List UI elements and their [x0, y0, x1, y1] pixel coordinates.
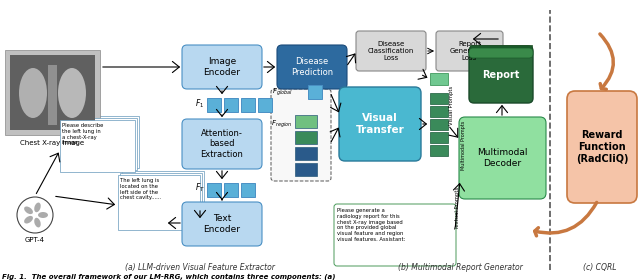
Ellipse shape [34, 218, 41, 227]
Text: (b) Multimodal Report Generator: (b) Multimodal Report Generator [397, 263, 522, 272]
Bar [10, 55, 95, 130]
Bar [295, 147, 317, 160]
Text: Chest X-ray Image: Chest X-ray Image [20, 140, 84, 146]
FancyBboxPatch shape [469, 46, 533, 103]
Bar [430, 145, 448, 156]
Ellipse shape [24, 216, 33, 223]
FancyBboxPatch shape [334, 204, 456, 266]
Text: Report: Report [483, 69, 520, 80]
Ellipse shape [58, 68, 86, 118]
Bar [224, 183, 238, 197]
Bar [5, 50, 100, 135]
FancyBboxPatch shape [182, 119, 262, 169]
FancyBboxPatch shape [271, 89, 331, 181]
FancyBboxPatch shape [469, 48, 533, 58]
Text: Multimodal Prompts: Multimodal Prompts [461, 120, 467, 170]
Text: Image
Encoder: Image Encoder [204, 57, 241, 77]
Text: Textual Prompts: Textual Prompts [456, 187, 461, 229]
Bar [207, 183, 221, 197]
Text: Multimodal
Decoder: Multimodal Decoder [477, 148, 528, 168]
Text: $F_T$: $F_T$ [195, 182, 205, 195]
Text: Visual
Transfer: Visual Transfer [356, 113, 404, 135]
Bar [60, 120, 135, 172]
Bar [241, 183, 255, 197]
Bar [48, 65, 57, 125]
Text: Text
Encoder: Text Encoder [204, 214, 241, 234]
Text: (c) CQRL: (c) CQRL [583, 263, 617, 272]
Text: Disease
Classification
Loss: Disease Classification Loss [368, 41, 414, 61]
Bar [430, 132, 448, 143]
FancyBboxPatch shape [182, 202, 262, 246]
Text: $F_{global}$: $F_{global}$ [272, 86, 293, 97]
Bar [62, 118, 137, 170]
Ellipse shape [24, 206, 33, 214]
FancyBboxPatch shape [277, 45, 347, 89]
Bar [308, 85, 322, 99]
FancyBboxPatch shape [459, 117, 546, 199]
Circle shape [17, 197, 53, 233]
Bar [207, 98, 221, 112]
Text: (a) LLM-driven Visual Feature Extractor: (a) LLM-driven Visual Feature Extractor [125, 263, 275, 272]
Text: Reward
Function
(RadCliQ): Reward Function (RadCliQ) [576, 130, 628, 164]
Bar [430, 106, 448, 117]
Bar [430, 119, 448, 130]
Text: The left lung is
located on the
left side of the
chest cavity......: The left lung is located on the left sid… [120, 178, 161, 200]
Bar [430, 73, 448, 85]
FancyBboxPatch shape [436, 31, 503, 71]
Text: Disease
Prediction: Disease Prediction [291, 57, 333, 77]
Text: GPT-4: GPT-4 [25, 237, 45, 243]
Bar [258, 98, 272, 112]
Text: Report
Generation
Loss: Report Generation Loss [450, 41, 489, 61]
Text: Attention-
based
Extraction: Attention- based Extraction [200, 129, 243, 159]
FancyBboxPatch shape [567, 91, 637, 203]
Bar [120, 173, 202, 228]
Text: $F_1$: $F_1$ [195, 97, 204, 109]
Bar [295, 163, 317, 176]
Bar [122, 171, 204, 226]
Ellipse shape [19, 68, 47, 118]
FancyBboxPatch shape [182, 45, 262, 89]
FancyBboxPatch shape [356, 31, 426, 71]
Bar [118, 175, 200, 230]
Text: Fig. 1.  The overall framework of our LM-RRG, which contains three components: (: Fig. 1. The overall framework of our LM-… [2, 273, 335, 280]
Bar [295, 131, 317, 144]
Ellipse shape [34, 202, 41, 212]
Ellipse shape [38, 212, 48, 218]
Bar [241, 98, 255, 112]
Text: $F_{region}$: $F_{region}$ [271, 118, 292, 129]
FancyBboxPatch shape [339, 87, 421, 161]
Text: Visual Prompts: Visual Prompts [449, 85, 454, 125]
Bar [430, 93, 448, 104]
Bar [470, 45, 532, 55]
Bar [64, 116, 139, 168]
Text: Please describe
the left lung in
a chest-X-ray
image.: Please describe the left lung in a chest… [62, 123, 104, 145]
Text: Please generate a
radiology report for this
chest X-ray image based
on the provi: Please generate a radiology report for t… [337, 208, 405, 242]
Bar [295, 115, 317, 128]
Bar [224, 98, 238, 112]
